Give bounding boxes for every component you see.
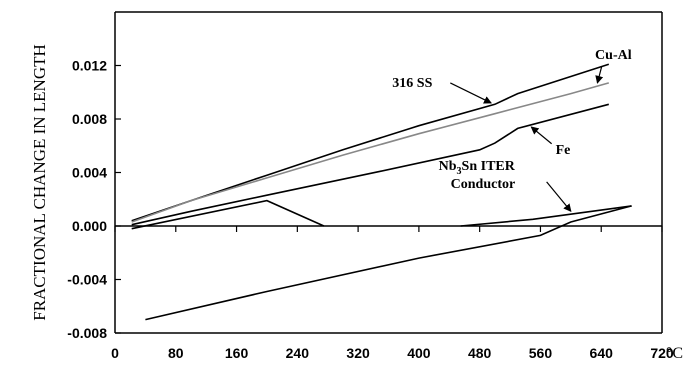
annotation-nb3sn: Nb3Sn ITER — [439, 159, 516, 177]
x-tick-label: 400 — [407, 345, 431, 361]
annotation-arrow-316ss — [450, 82, 492, 104]
series-line-nb3sn-iter-conductor-1 — [131, 199, 325, 230]
y-axis-label: FRACTIONAL CHANGE IN LENGTH — [30, 44, 49, 321]
annotation-nb3sn-line2: Conductor — [451, 177, 516, 192]
y-tick-label: 0.008 — [72, 111, 107, 127]
annotation-arrow-fe — [530, 126, 553, 145]
x-tick-label: 640 — [590, 345, 614, 361]
series-line-nb3sn-iter-conductor-2 — [460, 205, 632, 227]
series-line-fe — [131, 103, 610, 226]
x-axis-unit: °C — [666, 345, 683, 362]
x-tick-label: 160 — [225, 345, 249, 361]
y-tick-label: 0.012 — [72, 58, 107, 74]
annotation-fe: Fe — [556, 143, 571, 158]
x-tick-label: 0 — [111, 345, 119, 361]
series-line-cu-al — [131, 82, 610, 223]
annotation-cual: Cu-Al — [595, 48, 632, 63]
annotation-arrow-cual — [595, 66, 604, 84]
x-tick-label: 480 — [468, 345, 492, 361]
series-line-nb3sn-iter-conductor-3 — [145, 205, 632, 321]
y-tick-label: 0.004 — [72, 165, 107, 181]
x-tick-label: 80 — [168, 345, 184, 361]
x-tick-label: 320 — [346, 345, 370, 361]
x-tick-label: 720 — [650, 345, 674, 361]
y-tick-label: -0.004 — [67, 272, 107, 288]
x-tick-label: 240 — [286, 345, 310, 361]
y-tick-label: -0.008 — [67, 325, 107, 341]
x-tick-label: 560 — [529, 345, 553, 361]
y-tick-label: 0.000 — [72, 218, 107, 234]
annotation-arrow-nb3sn — [546, 181, 572, 213]
annotation-316ss: 316 SS — [392, 76, 432, 91]
